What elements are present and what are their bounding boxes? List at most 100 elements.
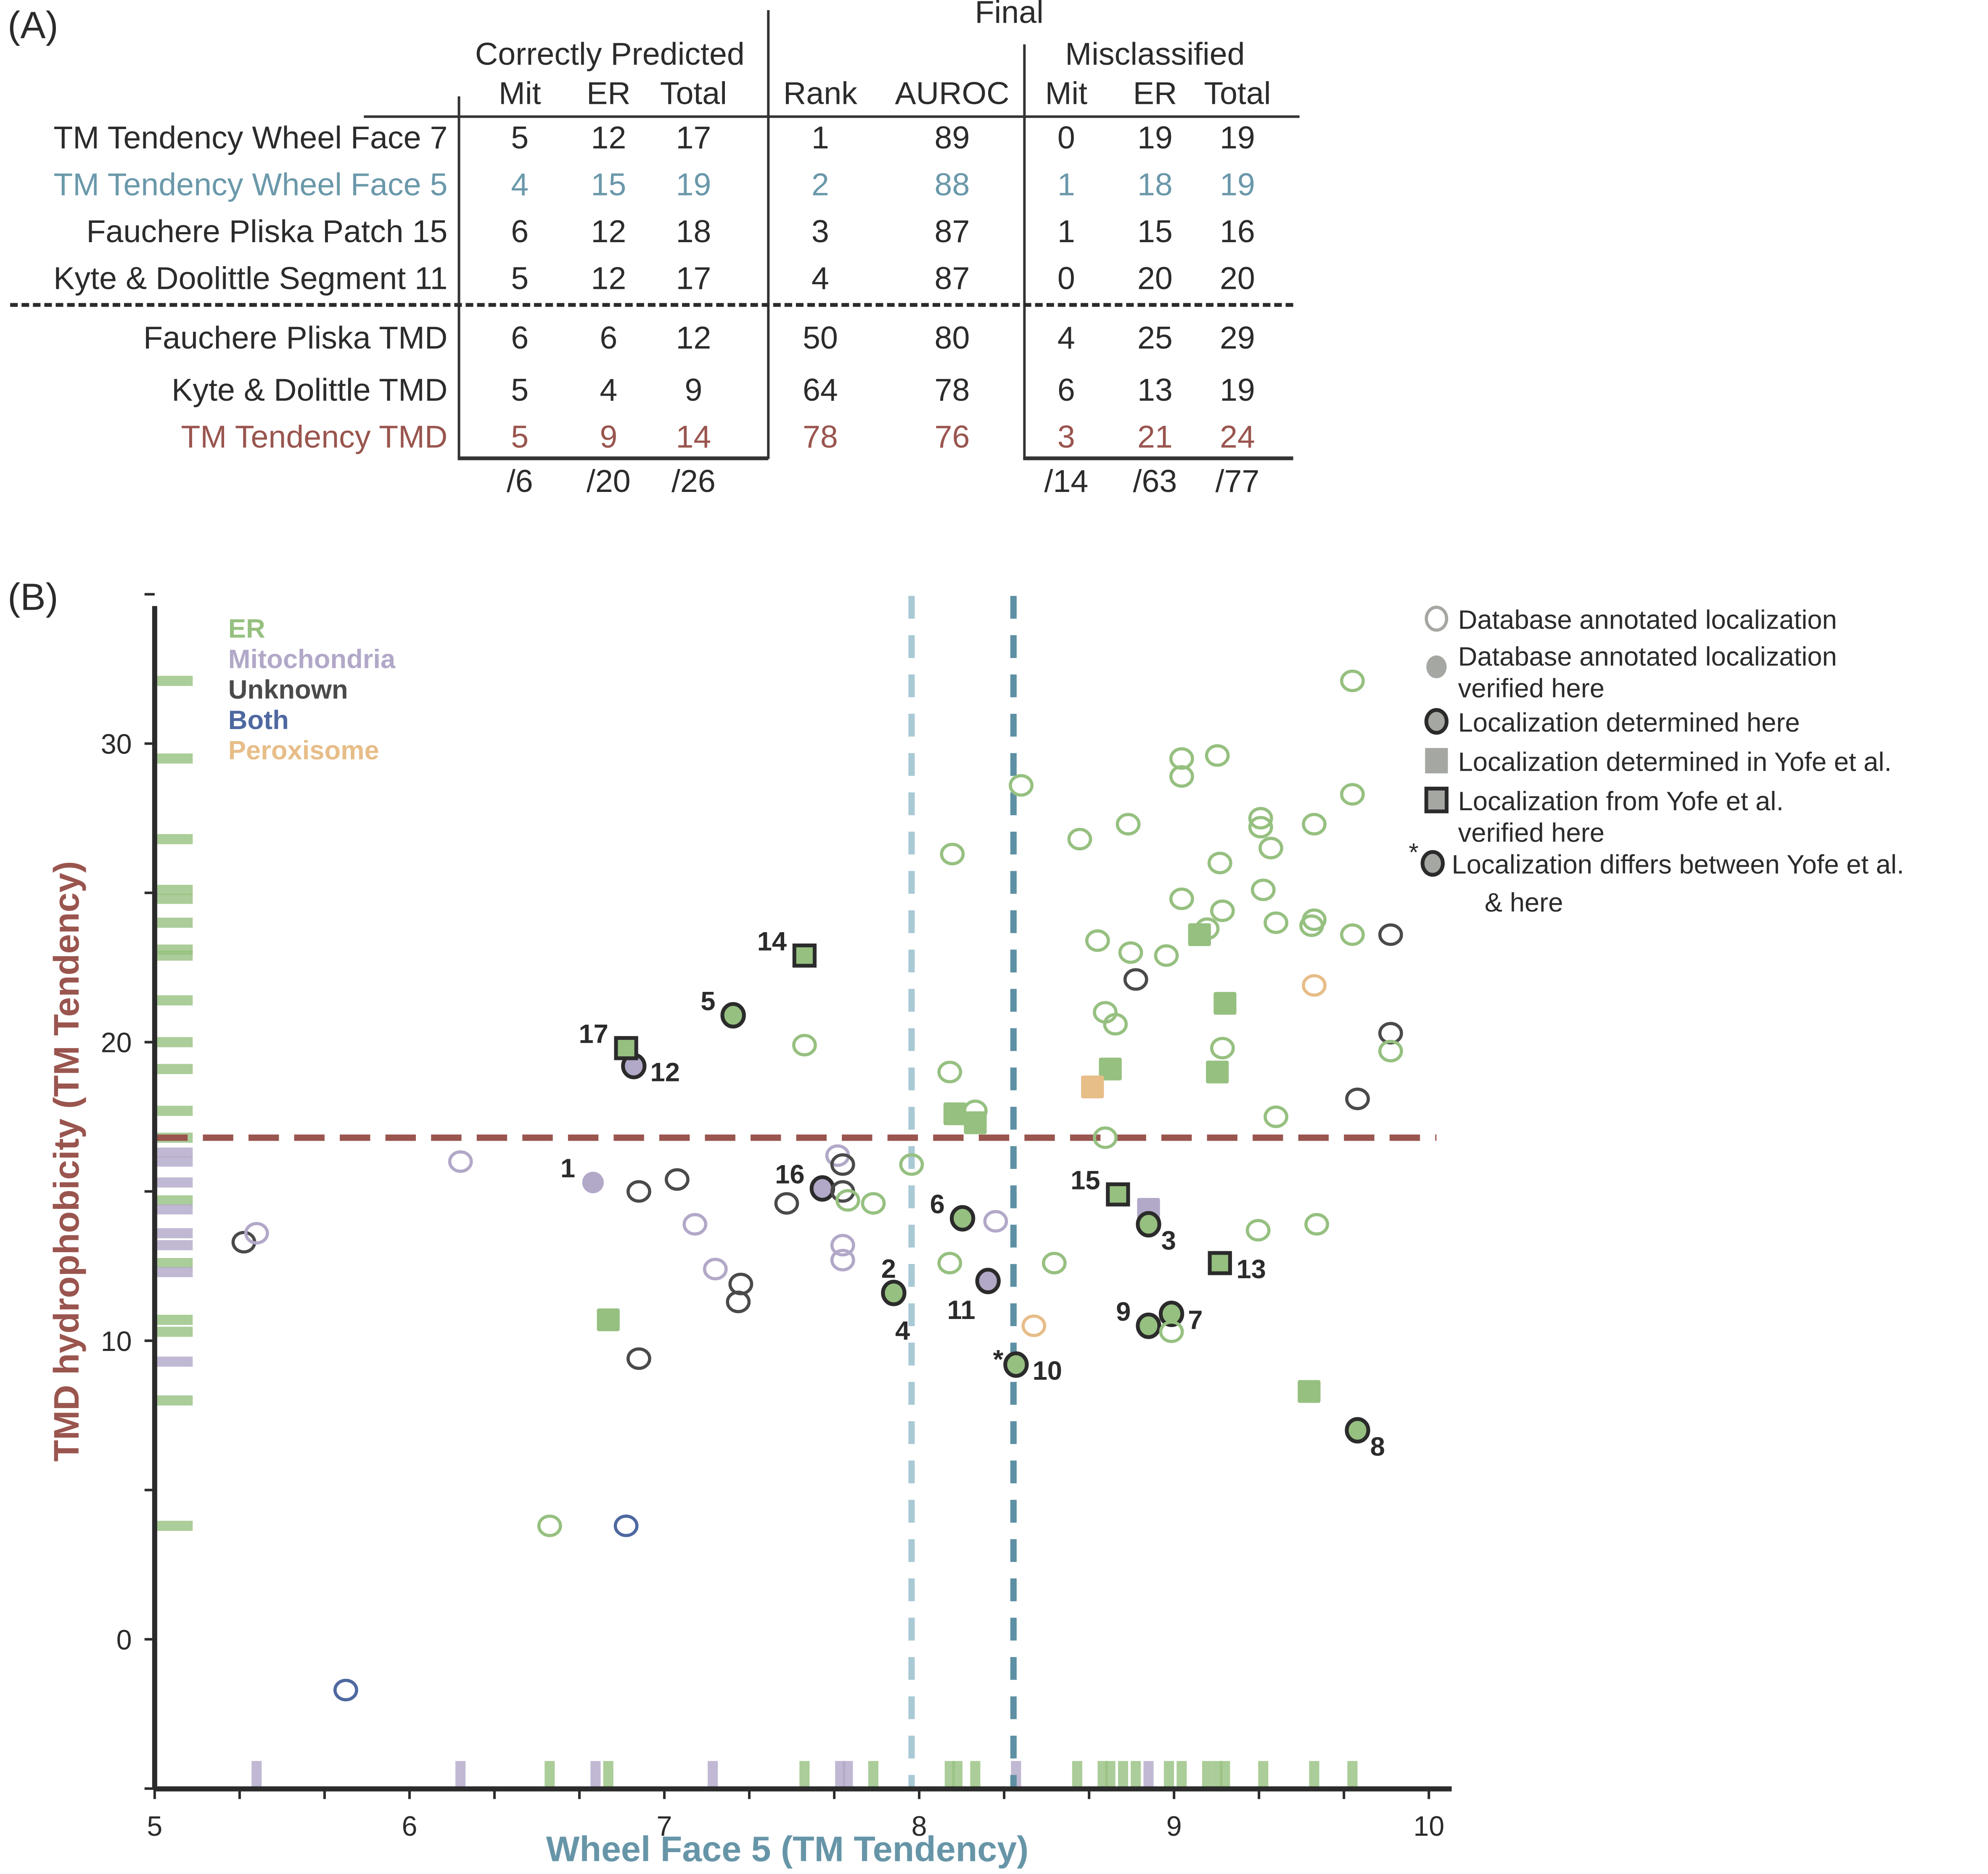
point-open-circle <box>1103 1013 1128 1036</box>
y-tick-label: 30 <box>101 729 132 760</box>
point-filled-square <box>1298 1380 1321 1403</box>
legend-differs-circle-icon <box>1420 850 1445 877</box>
point-open-circle <box>1021 1314 1047 1337</box>
rug-y-mark <box>157 995 193 1006</box>
point-label: 2 <box>881 1254 896 1284</box>
rug-x-mark <box>799 1761 810 1789</box>
table-cell: 19 <box>1220 120 1255 156</box>
column-header: Rank <box>783 76 857 112</box>
point-determined-circle <box>1136 1312 1161 1339</box>
table-cell: 12 <box>591 120 627 156</box>
point-open-circle <box>448 1150 473 1173</box>
table-cell: 18 <box>676 214 711 250</box>
table-cell: 24 <box>1220 420 1255 455</box>
point-open-circle <box>682 1213 708 1236</box>
point-open-circle <box>1340 783 1365 806</box>
table-cell: 6 <box>511 320 529 357</box>
point-verified-square <box>1106 1182 1130 1207</box>
table-cell: 6 <box>600 320 618 357</box>
point-label: 4 <box>895 1316 910 1346</box>
table-cell: 78 <box>802 420 838 455</box>
point-open-circle <box>664 1168 690 1191</box>
column-header: AUROC <box>895 76 1010 112</box>
point-open-circle <box>1245 1219 1271 1242</box>
class-legend-peroxisome: Peroxisome <box>228 736 379 765</box>
point-label: 10 <box>1033 1356 1062 1386</box>
row-method-name: Fauchere Pliska Patch 15 <box>86 214 448 250</box>
rug-y-mark <box>157 1037 193 1047</box>
point-open-circle <box>940 843 965 866</box>
denominator: /6 <box>506 464 533 500</box>
rug-y-mark <box>157 753 193 764</box>
rug-y-mark <box>157 1064 193 1074</box>
rug-y-mark <box>157 1327 193 1337</box>
rug-y-mark <box>157 893 193 904</box>
table-cell: 1 <box>1057 214 1075 250</box>
denominator: /20 <box>586 464 631 500</box>
point-open-circle <box>983 1210 1008 1233</box>
point-open-circle <box>333 1678 358 1702</box>
point-open-circle <box>1009 774 1034 797</box>
correct-bottom-rule <box>457 456 769 460</box>
point-filled-square <box>1206 1060 1229 1084</box>
point-open-circle <box>1264 911 1288 934</box>
table-cell: 29 <box>1220 320 1255 357</box>
point-verified-square <box>1208 1251 1232 1275</box>
point-label: 5 <box>701 987 715 1016</box>
table-cell: 13 <box>1137 373 1173 408</box>
rug-x-mark <box>1176 1761 1187 1789</box>
point-open-circle <box>1340 669 1365 693</box>
divider-left <box>457 96 460 459</box>
header-misclassified: Misclassified <box>1065 37 1245 72</box>
point-determined-circle <box>1003 1351 1029 1378</box>
table-cell: 1 <box>811 120 829 156</box>
point-determined-circle <box>949 1205 975 1232</box>
rug-x-mark <box>1131 1761 1141 1789</box>
table-cell: 0 <box>1057 120 1075 156</box>
point-open-circle <box>1302 813 1327 836</box>
point-filled-square <box>964 1111 987 1134</box>
row-method-name: TM Tendency Wheel Face 7 <box>53 120 448 156</box>
point-open-circle <box>1340 923 1365 946</box>
table-cell: 5 <box>511 373 529 408</box>
rug-x-mark <box>1347 1761 1358 1789</box>
x-tick-label: 6 <box>402 1811 417 1842</box>
point-open-circle <box>726 1290 751 1314</box>
table-cell: 4 <box>600 373 618 408</box>
point-determined-circle <box>975 1268 1001 1295</box>
point-open-circle <box>1159 1320 1184 1343</box>
point-verified-square <box>614 1036 638 1060</box>
point-open-circle <box>627 1180 651 1203</box>
denominator: /77 <box>1215 464 1260 500</box>
point-filled-square <box>597 1308 620 1332</box>
table-cell: 20 <box>1137 261 1173 297</box>
point-open-circle <box>244 1222 269 1245</box>
point-open-circle <box>703 1258 728 1281</box>
point-determined-circle <box>1136 1211 1161 1238</box>
point-open-circle <box>1195 917 1220 940</box>
rug-x-mark <box>708 1761 718 1789</box>
table-cell: 87 <box>934 261 970 297</box>
point-verified-square <box>792 944 817 968</box>
rug-y-mark <box>157 1147 193 1158</box>
point-open-circle <box>937 1252 962 1274</box>
point-open-circle <box>1210 1036 1235 1060</box>
point-open-circle <box>861 1192 886 1215</box>
point-filled-circle <box>582 1171 604 1193</box>
x-tick-label: 10 <box>1413 1811 1444 1842</box>
point-open-circle <box>1207 851 1232 875</box>
table-cell: 9 <box>685 373 703 408</box>
panel-b-label: (B) <box>8 576 58 619</box>
table-cell: 6 <box>1057 373 1075 408</box>
point-label: 13 <box>1236 1255 1266 1284</box>
rug-x-mark <box>1163 1761 1174 1789</box>
point-determined-circle <box>720 1002 746 1029</box>
legend-label: verified here <box>1458 674 1605 703</box>
point-open-circle <box>1302 974 1327 997</box>
legend-label: Database annotated localization <box>1458 642 1837 671</box>
y-tick-label: 20 <box>101 1028 132 1059</box>
table-cell: 15 <box>1137 214 1173 250</box>
table-cell: 25 <box>1137 320 1173 357</box>
rug-y-mark <box>157 834 193 844</box>
point-open-circle <box>537 1515 562 1537</box>
